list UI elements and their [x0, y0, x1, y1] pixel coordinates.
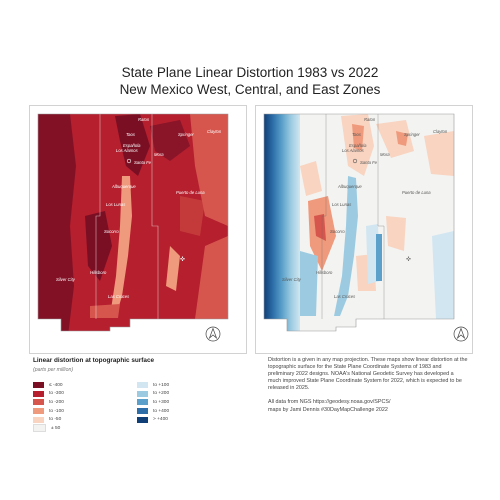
- city-label: Raton: [364, 117, 376, 122]
- map-panel-1983: Raton Taos Springer Clayton Española Los…: [29, 105, 247, 354]
- map-title: State Plane Linear Distortion 1983 vs 20…: [0, 64, 500, 98]
- legend-item: to -300: [33, 390, 113, 399]
- legend-label: ± 50: [51, 425, 61, 431]
- city-label: Silver City: [56, 277, 76, 282]
- legend-label: to -100: [49, 408, 64, 414]
- legend-swatch: [33, 399, 44, 406]
- city-label: Hillsboro: [90, 270, 107, 275]
- distortion-raster-1983: [38, 114, 228, 331]
- legend-label: ≤ -400: [49, 382, 63, 388]
- city-label: Albuquerque: [111, 184, 136, 189]
- legend-column-negative: ≤ -400 to -300 to -200 to -100 to -50 ± …: [33, 381, 113, 433]
- city-label: Mora: [154, 152, 164, 157]
- legend-label: to -200: [49, 399, 64, 405]
- city-label: Puerto de Luna: [176, 190, 205, 195]
- map-title-line2: New Mexico West, Central, and East Zones: [119, 82, 381, 97]
- city-label: Los Lunas: [332, 202, 352, 207]
- legend-label: to -50: [49, 417, 62, 423]
- capital-marker: [126, 158, 132, 164]
- legend-label: to +400: [153, 408, 170, 414]
- city-label: Clayton: [433, 129, 448, 134]
- city-label: Española: [123, 143, 141, 148]
- legend-swatch: [137, 390, 148, 397]
- capital-marker: [352, 158, 358, 164]
- legend-item: to +200: [137, 390, 217, 399]
- city-label: Albuquerque: [337, 184, 362, 189]
- city-label: Las Cruces: [334, 294, 356, 299]
- north-arrow-icon: [205, 326, 221, 342]
- state-outline-1983: [37, 113, 229, 332]
- legend-swatch: [33, 408, 44, 415]
- legend-item: to -50: [33, 415, 113, 424]
- legend-label: > +400: [153, 417, 168, 423]
- compass-cross-icon: ✜: [180, 256, 185, 263]
- state-outline-2022: [263, 113, 455, 332]
- description-paragraph: Distortion is a given in any map project…: [268, 357, 468, 392]
- legend-item: to +100: [137, 381, 217, 390]
- legend-item: to +400: [137, 407, 217, 416]
- city-label: Santa Fe: [134, 160, 152, 165]
- legend-item: to -200: [33, 398, 113, 407]
- legend-swatch: [137, 416, 148, 423]
- compass-cross-icon: ✜: [406, 256, 411, 263]
- legend-label: to -300: [49, 391, 64, 397]
- city-label: Clayton: [207, 129, 222, 134]
- city-label: Socorro: [330, 229, 345, 234]
- credit-line-2: maps by Jami Dennis #30DayMapChallenge 2…: [268, 406, 388, 413]
- legend-swatch: [33, 390, 44, 397]
- legend-swatch: [33, 416, 44, 423]
- legend-title: Linear distortion at topographic surface: [33, 357, 155, 364]
- legend-swatch: [33, 382, 44, 389]
- city-label: Springer: [178, 132, 194, 137]
- legend-swatch: [33, 424, 46, 433]
- city-label: Raton: [138, 117, 150, 122]
- city-label: Los Lunas: [106, 202, 126, 207]
- legend-item: to -100: [33, 407, 113, 416]
- city-label: Española: [349, 143, 367, 148]
- legend-item: to +300: [137, 398, 217, 407]
- map-title-line1: State Plane Linear Distortion 1983 vs 20…: [121, 65, 379, 80]
- legend-swatch: [137, 382, 148, 389]
- legend-units: (parts per million): [33, 367, 74, 373]
- legend-item: ≤ -400: [33, 381, 113, 390]
- legend-label: to +200: [153, 391, 170, 397]
- legend-label: to +100: [153, 382, 170, 388]
- legend: Linear distortion at topographic surface…: [33, 357, 243, 433]
- city-label: Silver City: [282, 277, 302, 282]
- legend-label: to +300: [153, 399, 170, 405]
- city-label: Las Cruces: [108, 294, 130, 299]
- legend-column-positive: to +100 to +200 to +300 to +400 > +400: [137, 381, 217, 424]
- legend-swatch: [137, 408, 148, 415]
- city-label: Socorro: [104, 229, 119, 234]
- city-label: Mora: [380, 152, 390, 157]
- city-label: Hillsboro: [316, 270, 333, 275]
- distortion-raster-2022: [264, 114, 454, 331]
- legend-item: ± 50: [33, 424, 113, 433]
- north-arrow-icon: [453, 326, 469, 342]
- city-label: Springer: [404, 132, 420, 137]
- map-2022-svg: Raton Taos Springer Clayton Española Los…: [263, 113, 469, 342]
- city-label: Santa Fe: [360, 160, 378, 165]
- city-label: Taos: [126, 132, 136, 137]
- map-1983-svg: Raton Taos Springer Clayton Española Los…: [37, 113, 229, 342]
- city-label: Taos: [352, 132, 362, 137]
- credit-line-1: All data from NGS https://geodesy.noaa.g…: [268, 399, 391, 406]
- city-label: Los Alamos: [116, 148, 139, 153]
- description-text: Distortion is a given in any map project…: [268, 357, 468, 414]
- city-label: Los Alamos: [342, 148, 365, 153]
- legend-swatch: [137, 399, 148, 406]
- city-label: Puerto de Luna: [402, 190, 431, 195]
- legend-item: > +400: [137, 415, 217, 424]
- map-panel-2022: Raton Taos Springer Clayton Española Los…: [255, 105, 473, 354]
